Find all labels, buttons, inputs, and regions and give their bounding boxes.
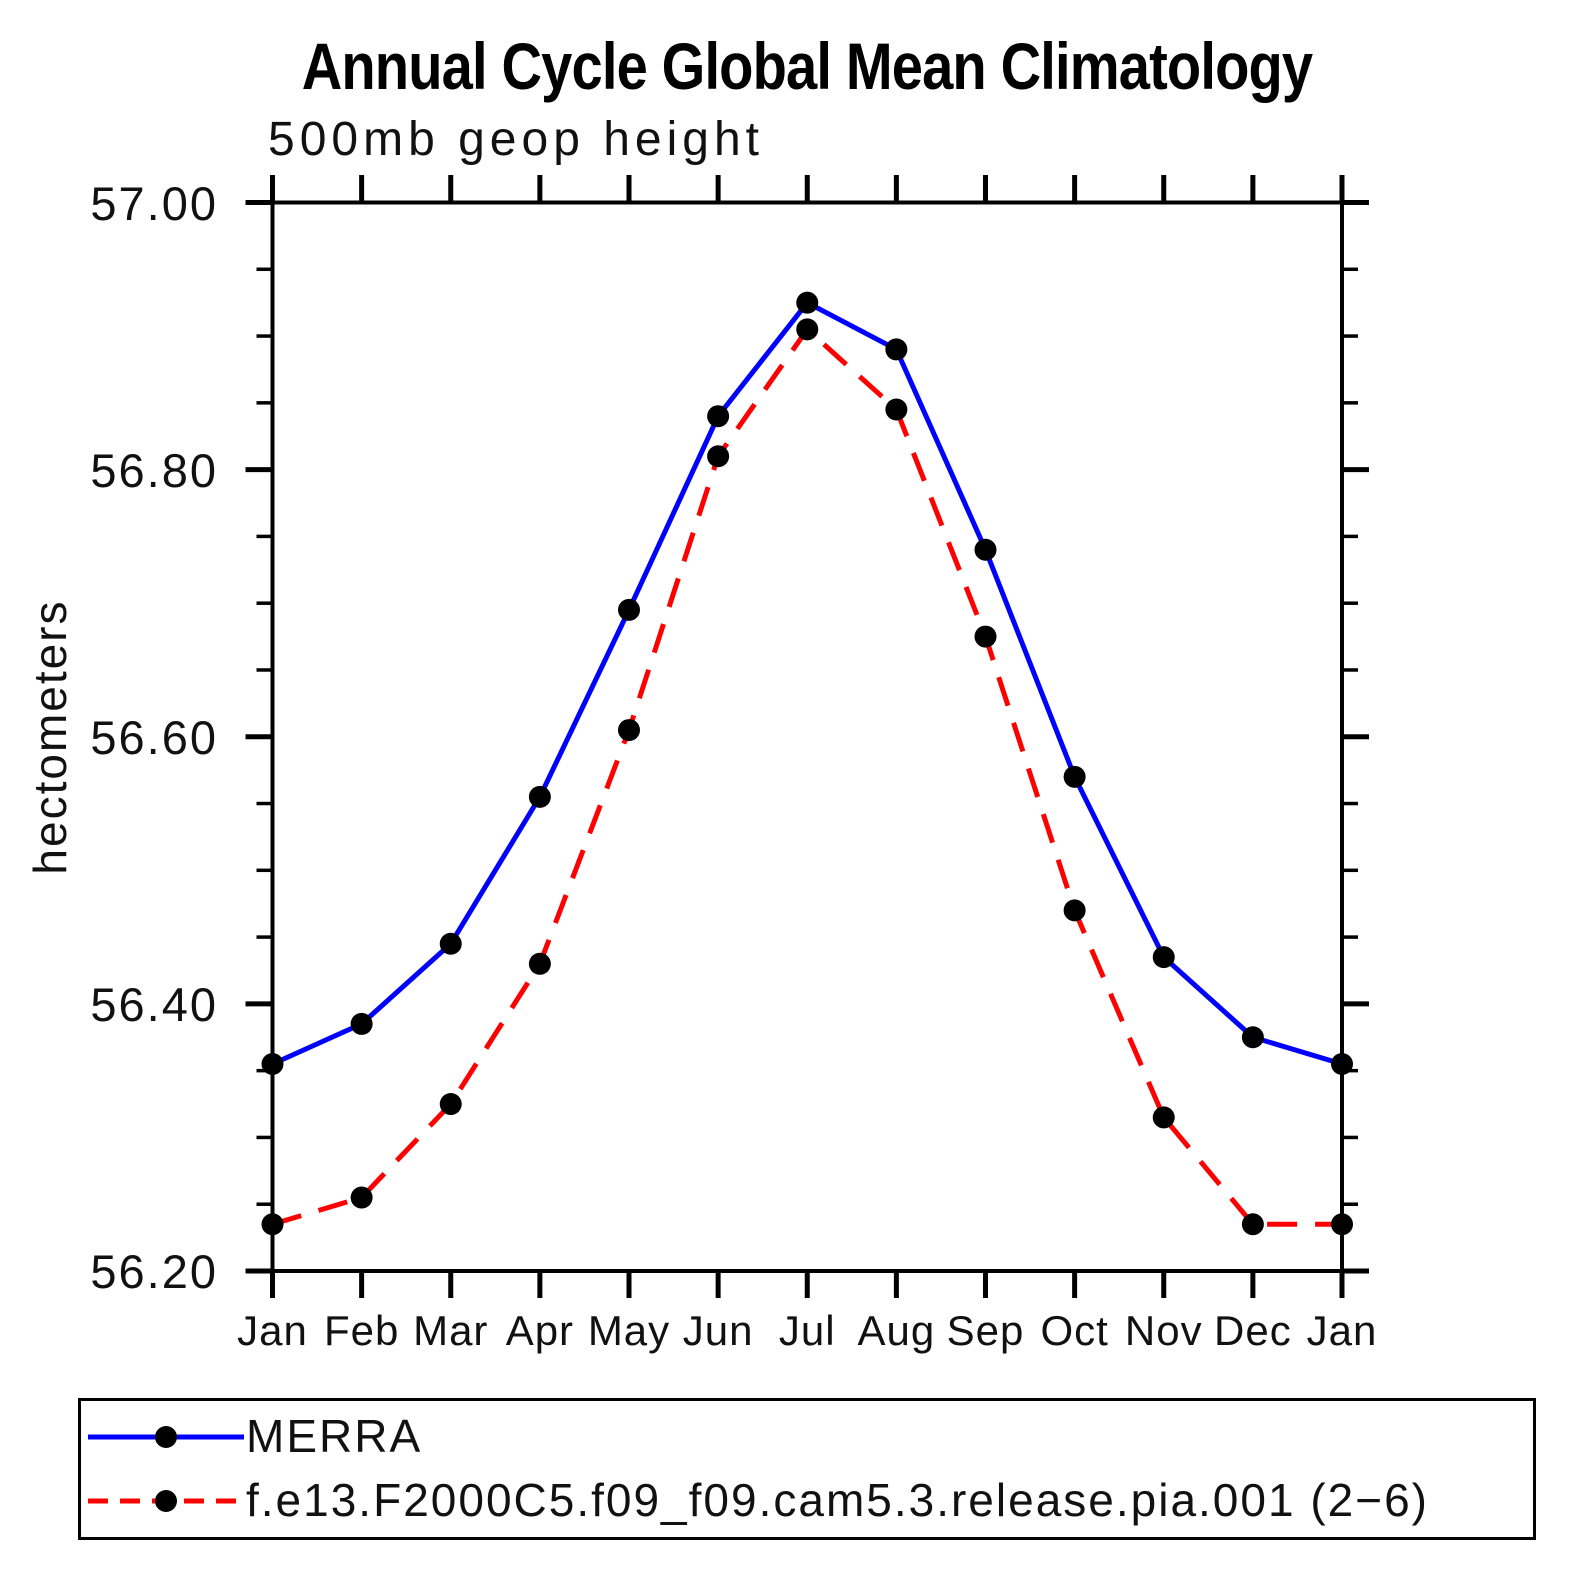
data-point-marker	[1152, 946, 1175, 969]
data-point-marker	[707, 445, 730, 468]
marker-dot-icon	[155, 1490, 177, 1512]
data-point-marker	[1241, 1213, 1264, 1236]
x-tick-label: Nov	[1124, 1307, 1203, 1354]
data-point-marker	[528, 952, 551, 975]
data-point-marker	[885, 338, 908, 361]
x-tick-label: May	[587, 1307, 671, 1354]
data-point-marker	[1331, 1052, 1353, 1075]
data-point-marker	[796, 291, 819, 314]
x-tick-label: Aug	[857, 1307, 936, 1354]
y-tick-label: 56.60	[90, 710, 218, 764]
data-point-marker	[974, 625, 997, 648]
x-tick-label: Feb	[323, 1307, 400, 1354]
model-line	[271, 325, 1342, 1227]
data-point-marker	[974, 538, 997, 561]
data-point-marker	[350, 1186, 373, 1209]
y-tick-label: 56.80	[90, 443, 218, 497]
data-point-marker	[350, 1012, 373, 1035]
model-line-sample-icon	[88, 1490, 244, 1512]
data-point-marker	[528, 785, 551, 808]
x-tick-label: Jul	[778, 1307, 836, 1354]
data-point-marker	[707, 405, 730, 428]
data-point-marker	[439, 932, 462, 955]
y-tick-label: 57.00	[90, 176, 218, 230]
legend-label-model: f.e13.F2000C5.f09_f09.cam5.3.release.pia…	[246, 1474, 1429, 1526]
y-tick-label: 56.20	[90, 1245, 218, 1298]
chart-subtitle: 500mb geop height	[268, 113, 764, 166]
x-tick-label: Oct	[1040, 1307, 1109, 1354]
data-point-marker	[796, 318, 819, 341]
x-tick-label: Dec	[1214, 1307, 1292, 1354]
legend: MERRA f.e13.F2000C5.f09_f09.cam5.3.relea…	[78, 1398, 1536, 1540]
marker-dot-icon	[155, 1426, 177, 1448]
x-tick-label: Jun	[682, 1307, 754, 1354]
data-point-marker	[885, 398, 908, 421]
x-tick-label: Apr	[505, 1307, 575, 1354]
data-point-marker	[618, 598, 640, 621]
merra-line-sample-icon	[88, 1426, 244, 1448]
data-point-marker	[1063, 899, 1086, 922]
data-point-marker	[1152, 1106, 1175, 1129]
merra-line	[271, 299, 1343, 1067]
legend-label-merra: MERRA	[246, 1410, 423, 1462]
data-point-marker	[1331, 1213, 1353, 1236]
data-point-marker	[1241, 1026, 1264, 1049]
chart-title: Annual Cycle Global Mean Climatology	[301, 29, 1313, 103]
y-tick-label: 56.40	[90, 977, 218, 1031]
data-point-marker	[261, 1213, 284, 1236]
x-tick-label: Jan	[237, 1307, 308, 1354]
data-point-marker	[618, 719, 640, 742]
data-point-marker	[1063, 765, 1086, 788]
data-point-marker	[439, 1093, 462, 1116]
x-tick-label: Sep	[946, 1307, 1025, 1354]
x-tick-label: Jan	[1306, 1307, 1378, 1354]
x-tick-label: Mar	[413, 1307, 489, 1354]
data-point-marker	[261, 1052, 284, 1075]
plot-frame	[270, 200, 1344, 1273]
